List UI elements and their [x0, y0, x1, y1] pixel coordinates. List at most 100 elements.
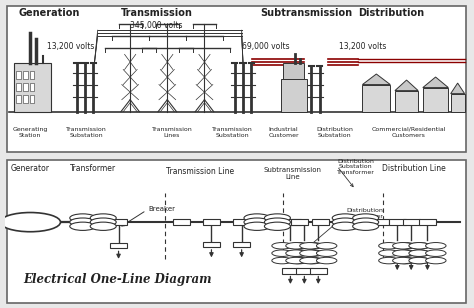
Bar [284, 220, 301, 225]
Circle shape [332, 218, 358, 226]
Bar [312, 220, 329, 225]
Circle shape [272, 250, 292, 257]
Polygon shape [363, 74, 390, 85]
Text: 69,000 volts: 69,000 volts [242, 43, 289, 51]
Text: Breaker: Breaker [149, 206, 176, 212]
Circle shape [244, 218, 270, 226]
Text: Generation: Generation [18, 8, 80, 18]
Text: Transmission
Substation: Transmission Substation [212, 127, 253, 138]
Circle shape [410, 257, 430, 264]
Circle shape [392, 242, 413, 249]
Circle shape [317, 250, 337, 257]
Circle shape [410, 242, 430, 249]
Circle shape [0, 213, 61, 232]
Bar [310, 268, 327, 274]
Bar [16, 71, 20, 79]
Circle shape [70, 218, 96, 226]
Circle shape [395, 242, 416, 249]
Text: Electrical One-Line Diagram: Electrical One-Line Diagram [23, 273, 212, 286]
Bar [30, 83, 35, 91]
Bar [14, 63, 51, 112]
Circle shape [392, 257, 413, 264]
Text: 345,000 volts: 345,000 volts [130, 21, 182, 30]
Circle shape [90, 214, 116, 222]
Bar [173, 220, 190, 225]
Circle shape [289, 250, 309, 257]
Circle shape [300, 250, 320, 257]
Text: Generating
Station: Generating Station [13, 127, 48, 138]
Bar [373, 220, 389, 225]
Text: Transmission: Transmission [121, 8, 193, 18]
Circle shape [70, 222, 96, 230]
Circle shape [353, 214, 379, 222]
Circle shape [264, 222, 291, 230]
Text: Loads: Loads [403, 243, 424, 249]
Bar [110, 220, 127, 225]
Polygon shape [395, 80, 418, 91]
Polygon shape [451, 83, 465, 94]
Circle shape [289, 257, 309, 264]
Circle shape [300, 257, 320, 264]
Circle shape [332, 222, 358, 230]
Bar [203, 220, 220, 225]
Bar [296, 268, 313, 274]
Text: Distribution
Substation: Distribution Substation [316, 127, 353, 138]
Circle shape [300, 242, 320, 249]
Bar [233, 242, 250, 247]
Circle shape [426, 242, 446, 249]
Circle shape [317, 242, 337, 249]
Circle shape [395, 250, 416, 257]
Circle shape [353, 222, 379, 230]
Text: Commercial/Residential
Customers: Commercial/Residential Customers [372, 127, 446, 138]
Text: Industrial
Customer: Industrial Customer [268, 127, 299, 138]
Bar [292, 220, 308, 225]
Circle shape [317, 257, 337, 264]
Circle shape [264, 218, 291, 226]
Text: Transmission
Substation: Transmission Substation [66, 127, 106, 138]
FancyBboxPatch shape [7, 6, 466, 152]
Circle shape [409, 250, 429, 257]
Circle shape [90, 222, 116, 230]
Circle shape [409, 257, 429, 264]
FancyBboxPatch shape [7, 160, 466, 303]
Bar [30, 95, 35, 103]
Text: Loads: Loads [294, 243, 314, 249]
Circle shape [244, 214, 270, 222]
Bar [23, 71, 27, 79]
Bar [403, 220, 419, 225]
Circle shape [272, 257, 292, 264]
Circle shape [410, 250, 430, 257]
Text: Subtransmission
Line: Subtransmission Line [264, 168, 322, 180]
Bar [233, 220, 250, 225]
Circle shape [426, 250, 446, 257]
Bar [363, 85, 390, 112]
Circle shape [70, 214, 96, 222]
Bar [16, 83, 20, 91]
Circle shape [332, 214, 358, 222]
Bar [423, 87, 448, 112]
Bar [282, 268, 299, 274]
Circle shape [409, 242, 429, 249]
Circle shape [272, 242, 292, 249]
Bar [16, 95, 20, 103]
Circle shape [379, 257, 399, 264]
Polygon shape [423, 77, 448, 87]
Text: Distribution
Transformer: Distribution Transformer [346, 208, 384, 219]
Bar [419, 220, 436, 225]
Text: Subtransmission: Subtransmission [260, 8, 352, 18]
Circle shape [264, 214, 291, 222]
Bar [389, 220, 406, 225]
Circle shape [90, 218, 116, 226]
Circle shape [379, 242, 399, 249]
Text: 13,200 volts: 13,200 volts [46, 43, 94, 51]
Circle shape [302, 242, 323, 249]
Circle shape [286, 257, 306, 264]
Circle shape [286, 242, 306, 249]
Circle shape [395, 257, 416, 264]
Circle shape [426, 257, 446, 264]
Circle shape [379, 250, 399, 257]
Text: Transformer: Transformer [70, 164, 116, 173]
Text: Transmission Line: Transmission Line [166, 168, 234, 176]
Bar [283, 63, 304, 79]
Circle shape [244, 222, 270, 230]
